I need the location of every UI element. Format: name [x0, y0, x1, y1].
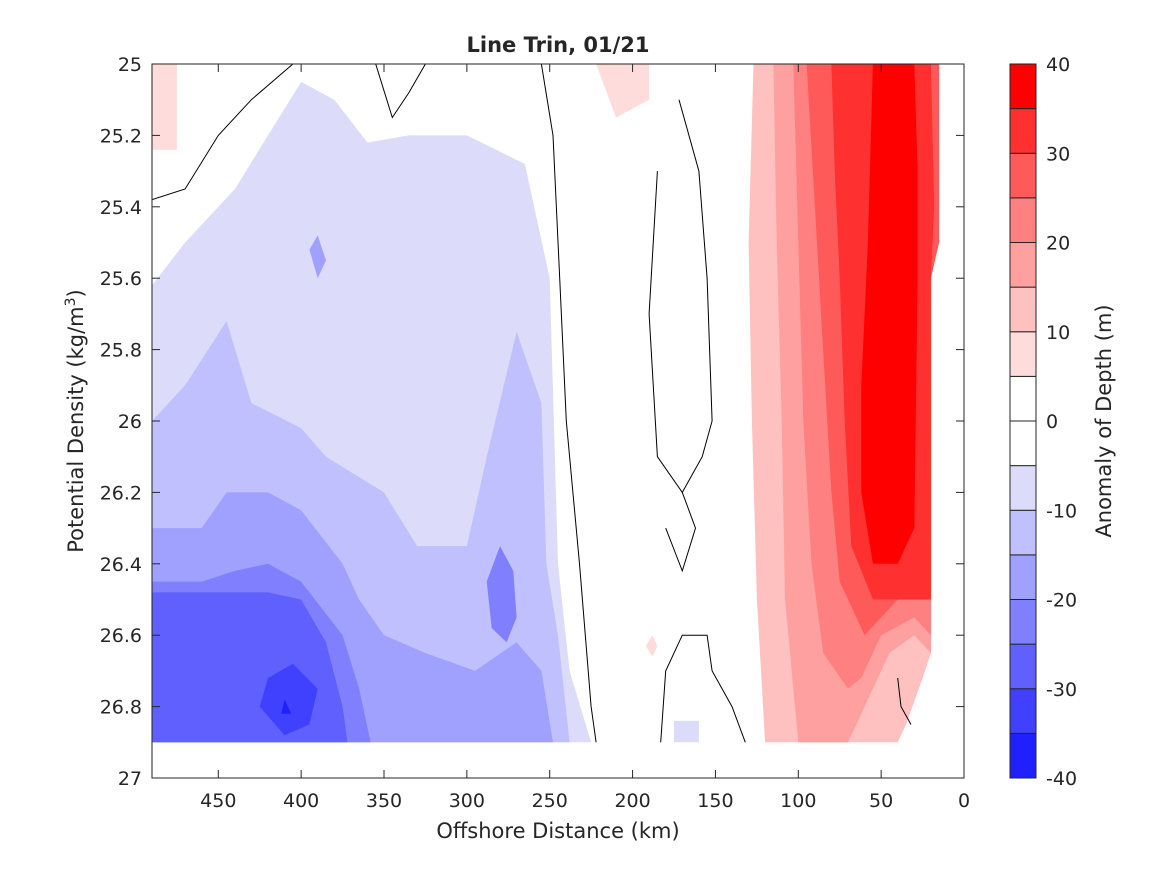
x-tick-label: 100: [780, 790, 816, 812]
colorbar-swatch: [1009, 688, 1037, 734]
contour-region-9: [486, 546, 517, 643]
colorbar-swatch: [1009, 108, 1037, 154]
colorbar-swatch: [1009, 242, 1037, 288]
contour-region-4: [674, 720, 699, 743]
x-axis-label: Offshore Distance (km): [436, 819, 679, 843]
contour-lines: [152, 64, 912, 743]
x-tick-label: 150: [697, 790, 733, 812]
contour-line-3: [648, 99, 713, 494]
colorbar-tick-label: 20: [1046, 233, 1070, 255]
x-tick-label: 0: [958, 790, 970, 812]
colorbar-tick-label: 40: [1046, 54, 1070, 76]
y-tick-label: 25.6: [100, 268, 142, 290]
y-tick-label: 26.2: [100, 482, 142, 504]
colorbar-swatch: [1009, 465, 1037, 511]
y-axis-ticks: 25 25.2 25.4 25.6 25.8 26 26.2 26.4 26.6 26.8 27: [100, 54, 964, 790]
contour-line-6: [897, 677, 912, 725]
x-tick-label: 400: [283, 790, 319, 812]
colorbar-label: Anomaly of Depth (m): [1092, 304, 1116, 537]
contour-fills: [152, 64, 940, 743]
contour-region-0: [152, 64, 177, 150]
y-tick-label: 25.2: [100, 125, 142, 147]
x-tick-label: 50: [869, 790, 893, 812]
colorbar-tick-label: 30: [1046, 143, 1070, 165]
contour-region-11: [259, 663, 318, 736]
contour-region-7: [309, 235, 326, 279]
colorbar-swatch: [1009, 63, 1037, 110]
y-tick-label: 25: [118, 54, 142, 76]
colorbar-swatch: [1009, 643, 1037, 690]
y-tick-label: 25.8: [100, 340, 142, 362]
contour-region-1: [596, 64, 650, 118]
colorbar-tick-label: 10: [1046, 322, 1070, 344]
colorbar-swatch: [1009, 286, 1037, 333]
y-axis-label-superscript: 3: [63, 297, 79, 306]
y-tick-label: 26: [118, 411, 142, 433]
colorbar-tick-label: -20: [1046, 590, 1077, 612]
colorbar: 40 30 20 10 0 -10 -20 -30 -40: [1009, 54, 1077, 790]
contour-line-4: [665, 492, 697, 573]
contour-line-5: [660, 634, 746, 743]
colorbar-swatch: [1009, 420, 1037, 467]
y-tick-label: 26.8: [100, 697, 142, 719]
x-tick-label: 300: [449, 790, 485, 812]
x-tick-label: 450: [200, 790, 236, 812]
contour-line-1: [375, 64, 426, 119]
x-tick-label: 200: [614, 790, 650, 812]
y-axis-label: Potential Density (kg/m3): [63, 289, 88, 553]
y-tick-label: 26.6: [100, 625, 142, 647]
chart-title: Line Trin, 01/21: [466, 33, 649, 57]
colorbar-swatch: [1009, 509, 1037, 556]
y-axis-label-text: Potential Density (kg/m: [64, 306, 88, 552]
colorbar-swatch: [1009, 152, 1037, 199]
y-tick-label: 25.4: [100, 197, 142, 219]
colorbar-frame: [1009, 63, 1037, 779]
colorbar-tick-label: -10: [1046, 500, 1077, 522]
x-tick-label: 350: [366, 790, 402, 812]
contour-line-0: [152, 64, 294, 201]
contour-region-12: [281, 699, 292, 714]
contour-line-2: [540, 64, 597, 743]
y-tick-label: 27: [118, 768, 142, 790]
x-tick-label: 250: [532, 790, 568, 812]
contour-region-18: [861, 64, 918, 564]
colorbar-swatch: [1009, 197, 1037, 243]
x-axis-ticks: 450 400 350 300 250 200 150 100 50 0: [200, 64, 970, 812]
colorbar-tick-label: 0: [1046, 411, 1058, 433]
colorbar-swatch: [1009, 554, 1037, 600]
colorbar-swatch: [1009, 732, 1037, 779]
y-axis-label-suffix: ): [64, 289, 88, 297]
colorbar-tick-label: -40: [1046, 768, 1077, 790]
colorbar-swatch: [1009, 331, 1037, 377]
y-tick-label: 26.4: [100, 554, 142, 576]
colorbar-swatch: [1009, 599, 1037, 645]
colorbar-tick-label: -30: [1046, 679, 1077, 701]
contour-region-2: [645, 635, 658, 657]
colorbar-swatch: [1009, 375, 1037, 422]
